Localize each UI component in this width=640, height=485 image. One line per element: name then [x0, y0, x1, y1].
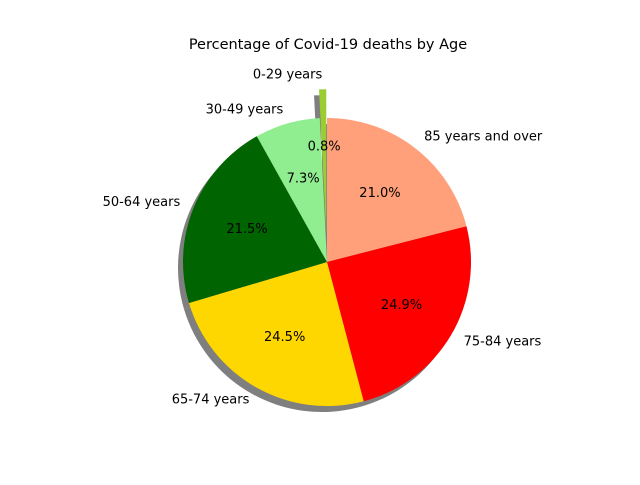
value-label-30-49-years: 7.3% — [287, 171, 320, 186]
pie-slice-layer — [183, 89, 471, 406]
category-label-0-29-years: 0-29 years — [253, 67, 323, 82]
slice-30-49-years — [256, 118, 327, 262]
slice-75-84-years — [327, 226, 471, 402]
category-label-85-years-and-over: 85 years and over — [424, 129, 543, 144]
category-label-75-84-years: 75-84 years — [464, 335, 542, 350]
slice-65-74-years — [188, 262, 364, 406]
value-label-75-84-years: 24.9% — [381, 298, 422, 313]
category-label-50-64-years: 50-64 years — [103, 195, 181, 210]
value-label-85-years-and-over: 21.0% — [359, 186, 400, 201]
category-label-30-49-years: 30-49 years — [206, 102, 284, 117]
value-label-65-74-years: 24.5% — [264, 330, 305, 345]
chart-title: Percentage of Covid-19 deaths by Age — [189, 37, 467, 53]
slice-50-64-years — [183, 136, 327, 304]
pie-label-layer: 85 years and over 21.0% 75-84 years 24.9% 65… — [103, 67, 543, 407]
category-label-65-74-years: 65-74 years — [172, 393, 250, 408]
value-label-0-29-years: 0.8% — [308, 139, 341, 154]
slice-85-years-and-over — [327, 118, 467, 262]
slice-0-29-years — [319, 89, 327, 234]
value-label-50-64-years: 21.5% — [226, 222, 267, 237]
